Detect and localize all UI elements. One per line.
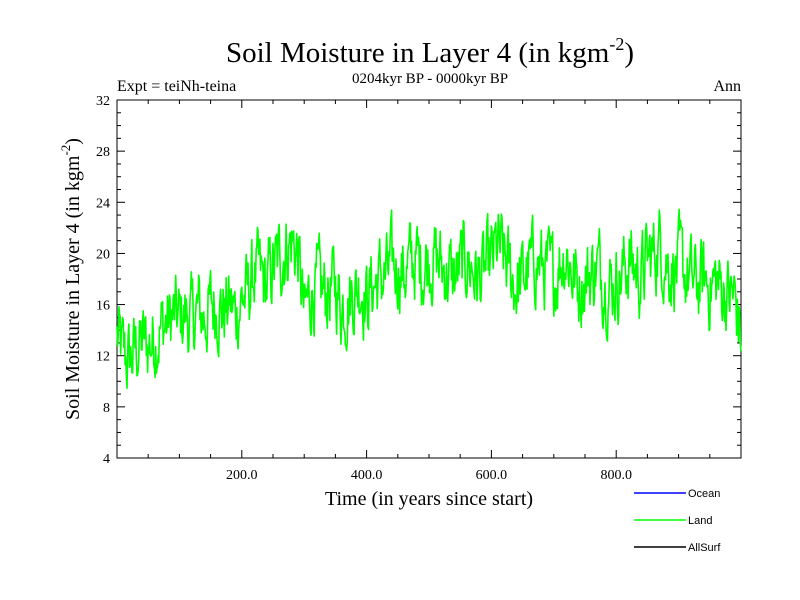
x-tick-label: 400.0 [351,468,383,483]
legend-ocean-label: Ocean [688,488,720,500]
season-label: Ann [713,78,741,95]
y-tick-label: 16 [96,299,110,314]
y-tick-label: 12 [96,350,110,365]
x-tick-label: 200.0 [226,468,258,483]
y-tick-label: 20 [96,247,110,262]
chart-subtitle: 0204kyr BP - 0000kyr BP [352,71,508,87]
legend-land-label: Land [688,515,712,527]
x-tick-label: 600.0 [476,468,508,483]
legend-allsurf-label: AllSurf [688,542,721,554]
y-tick-label: 4 [103,452,110,467]
axis-tick-labels: 4 8 12 16 20 24 28 32 200.0 400.0 600.0 800.0 [96,94,632,483]
series-layer [116,208,742,390]
x-tick-label: 800.0 [600,468,632,483]
legend: Ocean Land AllSurf [634,488,721,554]
y-tick-label: 8 [103,401,110,416]
x-axis-label: Time (in years since start) [325,488,533,510]
y-tick-label: 28 [96,145,110,160]
chart-title: Soil Moisture in Layer 4 (in kgm-2) [226,34,634,69]
series-line-land [116,208,742,390]
y-tick-label: 24 [96,196,110,211]
experiment-label: Expt = teiNh-teina [117,78,236,95]
axis-ticks [117,99,741,459]
y-axis-label: Soil Moisture in Layer 4 (in kgm-2) [58,138,84,420]
y-tick-label: 32 [96,94,110,109]
